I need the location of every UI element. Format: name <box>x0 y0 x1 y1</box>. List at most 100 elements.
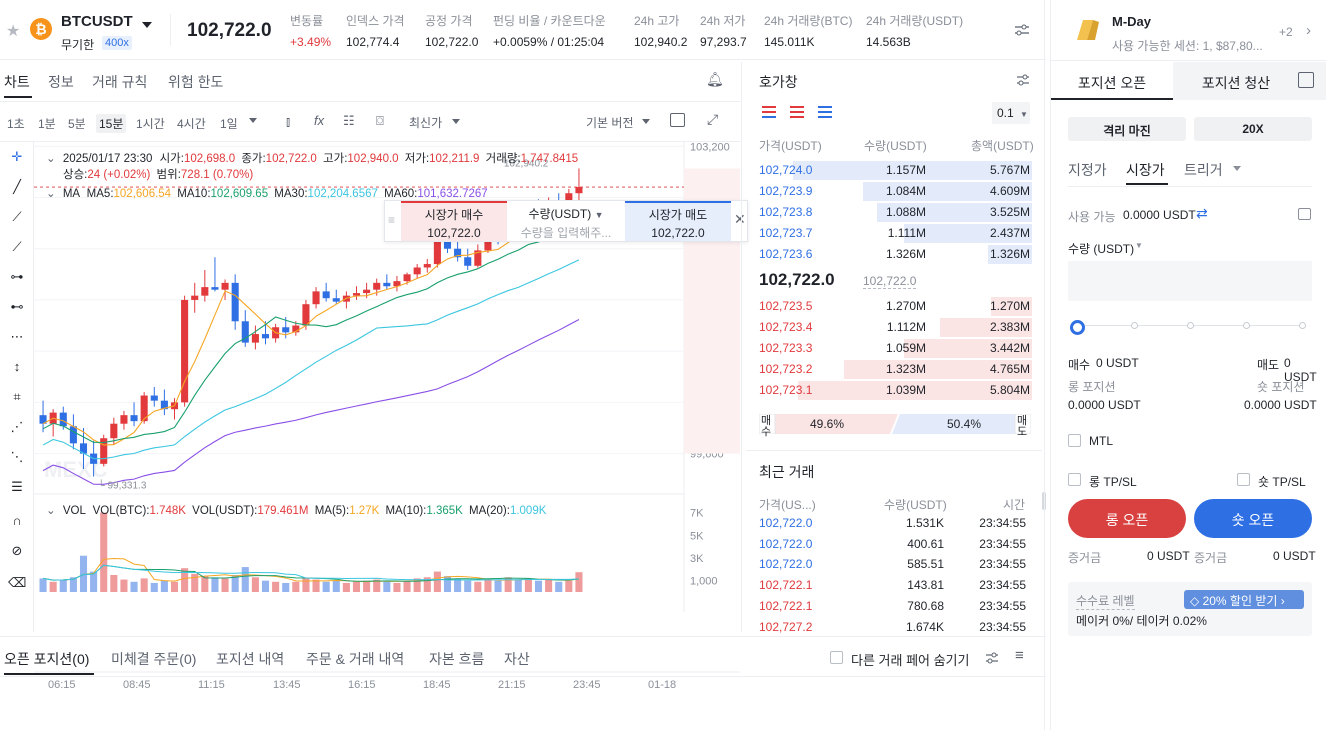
ray-icon[interactable]: ⟋ <box>12 209 22 224</box>
brush-icon[interactable]: ☰ <box>11 479 23 494</box>
tick-size-select[interactable]: 0.1 ▼ <box>992 102 1030 124</box>
drag-handle-icon[interactable]: ≡ <box>388 213 396 227</box>
hide-pairs-checkbox[interactable] <box>830 651 843 664</box>
ask-row[interactable]: 102,723.9 1.084M 4.609M <box>746 181 1042 202</box>
crosshair-icon[interactable]: ✛ <box>11 149 23 164</box>
version-dropdown-icon[interactable] <box>642 119 650 124</box>
qty-input[interactable] <box>1068 261 1312 301</box>
interval-dropdown-icon[interactable] <box>249 118 257 123</box>
ask-row[interactable]: 102,724.0 1.157M 5.767M <box>746 160 1042 181</box>
trash-icon[interactable]: ⌫ <box>8 575 27 590</box>
positions-tab[interactable]: 자산 <box>504 651 530 667</box>
chevron-right-icon[interactable]: › <box>1306 22 1311 39</box>
panel-layout-icon[interactable] <box>670 113 685 127</box>
quick-qty-input[interactable]: 수량을 입력해주... <box>520 226 612 240</box>
fee-discount-button[interactable]: ◇ 20% 할인 받기 › <box>1184 590 1304 609</box>
magnet-icon[interactable]: ∩ <box>12 513 22 528</box>
tab-close-position[interactable]: 포지션 청산 <box>1173 62 1326 100</box>
collapse-chevron-icon[interactable]: ⌄ <box>46 188 56 200</box>
notification-bell-icon[interactable]: 🔔︎ <box>706 71 724 87</box>
interval-option[interactable]: 1초 <box>7 117 25 131</box>
latest-dropdown-icon[interactable] <box>452 119 460 124</box>
positions-tab[interactable]: 자본 흐름 <box>429 651 485 667</box>
interval-option[interactable]: 1시간 <box>136 117 165 131</box>
orderbook-settings-icon[interactable] <box>1016 73 1030 90</box>
interval-option[interactable]: 1일 <box>220 117 238 131</box>
slider-step-75[interactable] <box>1243 322 1250 329</box>
indicator-fx-icon[interactable]: fx <box>314 113 325 128</box>
bid-row[interactable]: 102,723.4 1.112M 2.383M <box>746 317 1042 338</box>
view-asks-icon[interactable] <box>790 106 804 121</box>
slider-step-50[interactable] <box>1187 322 1194 329</box>
slider-step-25[interactable] <box>1131 322 1138 329</box>
view-both-icon[interactable] <box>762 106 776 121</box>
latest-price-select[interactable]: 최신가 <box>409 116 443 130</box>
interval-option[interactable]: 4시간 <box>177 117 206 131</box>
qty-dropdown-icon[interactable]: ▼ <box>594 210 604 220</box>
slider-step-100[interactable] <box>1299 322 1306 329</box>
order-type-limit[interactable]: 지정가 <box>1068 162 1107 178</box>
long-tpsl-checkbox[interactable] <box>1068 473 1081 486</box>
open-short-button[interactable]: 숏 오픈 <box>1194 499 1312 538</box>
promo-banner[interactable]: M-Day 사용 가능한 세션: 1, $87,80... +2 › <box>1051 0 1326 60</box>
ask-row[interactable]: 102,723.8 1.088M 3.525M <box>746 202 1042 223</box>
calculator-icon[interactable] <box>1298 72 1314 88</box>
interval-option[interactable]: 5분 <box>68 117 86 131</box>
symbol-name[interactable]: BTCUSDT <box>61 13 133 30</box>
collapse-chevron-icon[interactable]: ⌄ <box>46 153 56 165</box>
leverage-button[interactable]: 20X <box>1194 117 1312 141</box>
fib-icon[interactable]: ⌗ <box>13 389 21 404</box>
horizontal-line-icon[interactable]: ⊶ <box>10 269 24 284</box>
trigger-dropdown-icon[interactable] <box>1233 166 1241 171</box>
favorite-star-icon[interactable]: ★ <box>6 23 21 40</box>
positions-tab[interactable]: 포지션 내역 <box>216 651 285 667</box>
fee-level-label[interactable]: 수수료 레벨 <box>1076 594 1135 610</box>
menu-icon[interactable]: ≡ <box>1015 647 1024 664</box>
chart-tab[interactable]: 차트 <box>4 74 30 90</box>
interval-option[interactable]: 1분 <box>38 117 56 131</box>
bid-row[interactable]: 102,723.2 1.323M 4.765M <box>746 359 1042 380</box>
extended-line-icon[interactable]: ⟋ <box>12 239 22 254</box>
ask-row[interactable]: 102,723.6 1.326M 1.326M <box>746 244 1042 265</box>
view-bids-icon[interactable] <box>818 106 832 121</box>
bid-row[interactable]: 102,723.5 1.270M 1.270M <box>746 296 1042 317</box>
qty-unit-dropdown-icon[interactable]: ▼ <box>1135 241 1143 250</box>
trend-line-icon[interactable]: ╱ <box>13 179 21 194</box>
image-icon[interactable] <box>1298 208 1311 220</box>
positions-tab[interactable]: 오픈 포지션(0) <box>4 651 90 667</box>
horizontal-ray-icon[interactable]: ⊷ <box>10 299 24 314</box>
positions-tab[interactable]: 주문 & 거래 내역 <box>306 651 405 667</box>
market-buy-button[interactable]: 시장가 매수 102,722.0 <box>401 201 507 241</box>
order-type-market[interactable]: 시장가 <box>1126 162 1165 178</box>
interval-option[interactable]: 15분 <box>96 114 127 133</box>
positions-tab[interactable]: 미체결 주문(0) <box>111 651 197 667</box>
margin-mode-button[interactable]: 격리 마진 <box>1068 117 1186 141</box>
mtl-checkbox[interactable] <box>1068 434 1081 447</box>
pattern-icon[interactable]: ⋰ <box>10 419 24 434</box>
filter-sliders-icon[interactable] <box>985 651 999 668</box>
chart-tab[interactable]: 거래 규칙 <box>92 74 148 90</box>
vertical-line-icon[interactable]: ↕ <box>13 359 21 374</box>
version-select[interactable]: 기본 버전 <box>586 116 634 130</box>
parallel-channel-icon[interactable]: ⋯ <box>10 329 24 344</box>
order-type-trigger[interactable]: 트리거 <box>1184 162 1223 178</box>
symbol-dropdown-icon[interactable] <box>142 22 152 28</box>
open-long-button[interactable]: 롱 오픈 <box>1068 499 1186 538</box>
layout-grid-icon[interactable]: ☷ <box>343 113 355 128</box>
camera-icon[interactable]: ⌼ <box>376 113 384 128</box>
chart-tab[interactable]: 위험 한도 <box>168 74 224 90</box>
chart-tab[interactable]: 정보 <box>48 74 74 90</box>
transfer-icon[interactable]: ⇄ <box>1196 205 1208 221</box>
settings-sliders-icon[interactable] <box>1014 22 1030 38</box>
bid-row[interactable]: 102,723.3 1.059M 3.442M <box>746 338 1042 359</box>
close-icon[interactable]: ✕ <box>734 211 746 227</box>
tab-open-position[interactable]: 포지션 오픈 <box>1051 62 1173 100</box>
qty-label[interactable]: 수량 (USDT) <box>1068 242 1135 256</box>
market-sell-button[interactable]: 시장가 매도 102,722.0 <box>625 201 731 241</box>
candle-type-icon[interactable]: ⫾ <box>286 114 291 129</box>
fullscreen-icon[interactable]: ⤢ <box>707 111 719 127</box>
slider-thumb[interactable] <box>1070 320 1085 335</box>
collapse-chevron-icon[interactable]: ⌄ <box>46 505 56 517</box>
hide-drawings-icon[interactable]: ⊘ <box>11 543 23 558</box>
pitchfork-icon[interactable]: ⋱ <box>10 449 24 464</box>
